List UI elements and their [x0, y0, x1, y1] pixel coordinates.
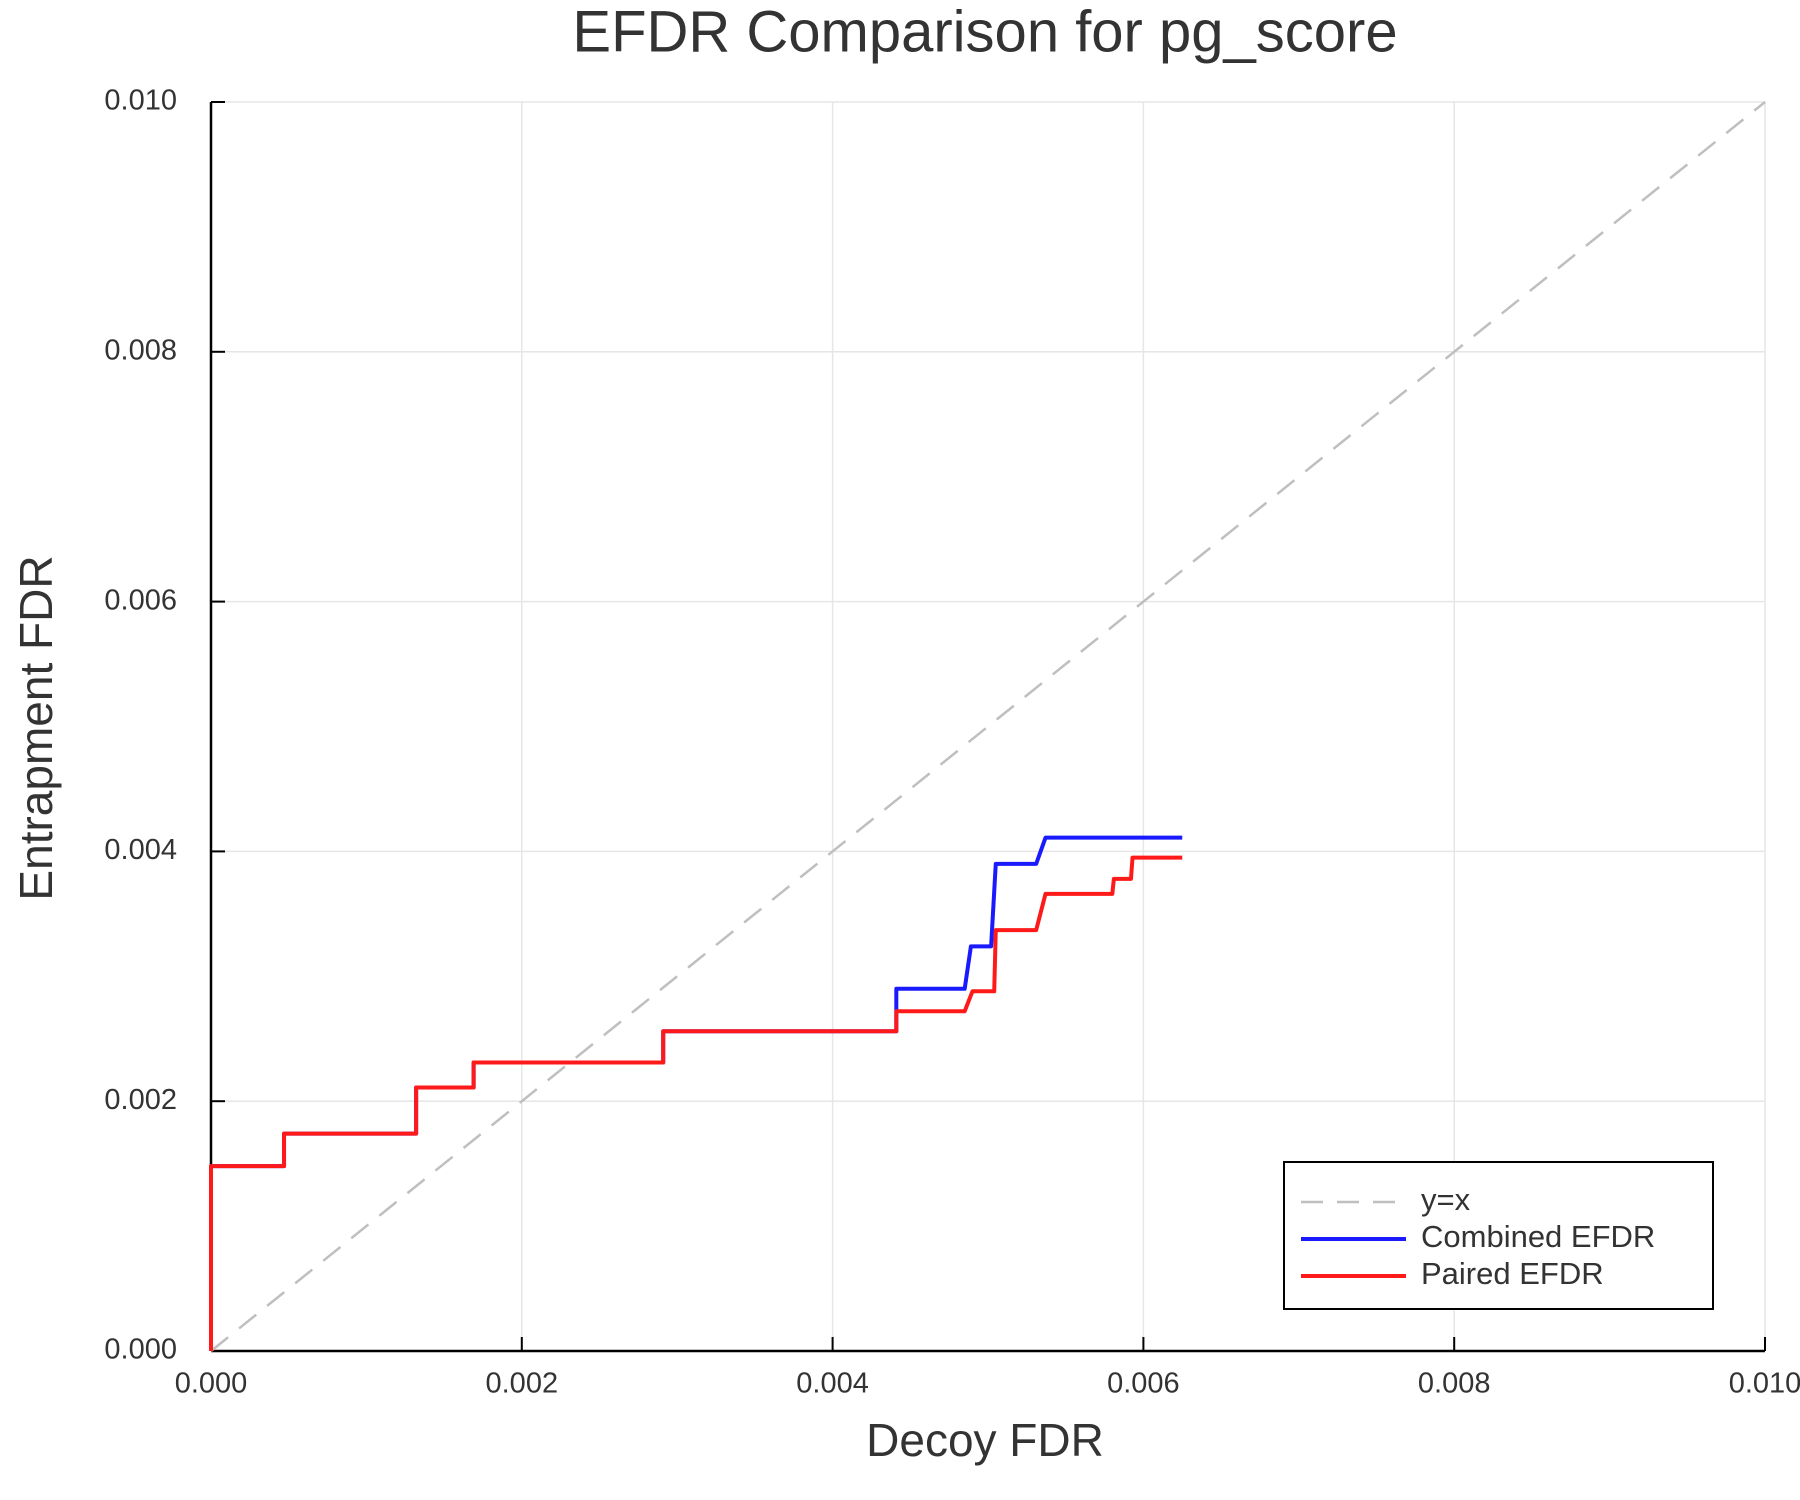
series-line: [209, 835, 1183, 1351]
chart-title: EFDR Comparison for pg_score: [572, 0, 1397, 64]
y-axis-label: Entrapment FDR: [10, 555, 62, 900]
x-tick-label: 0.010: [1729, 1368, 1800, 1400]
y-tick-label: 0.006: [104, 584, 177, 616]
y-tick-label: 0.004: [104, 834, 177, 866]
x-tick-label: 0.004: [796, 1368, 869, 1400]
y-tick-label: 0.008: [104, 334, 177, 366]
legend-box: [1283, 1161, 1714, 1310]
y-tick-label: 0.002: [104, 1084, 177, 1116]
legend-label: Paired EFDR: [1421, 1256, 1604, 1291]
series-line: [210, 101, 1766, 1352]
x-axis-label: Decoy FDR: [866, 1414, 1104, 1466]
legend-label: Combined EFDR: [1421, 1219, 1655, 1254]
y-tick-label: 0.010: [104, 85, 177, 117]
x-tick-label: 0.002: [486, 1368, 559, 1400]
series-line: [209, 855, 1183, 1351]
y-tick-label: 0.000: [104, 1334, 177, 1366]
x-tick-label: 0.008: [1418, 1368, 1491, 1400]
legend-label: y=x: [1421, 1182, 1471, 1217]
x-tick-label: 0.000: [175, 1368, 248, 1400]
x-tick-label: 0.006: [1107, 1368, 1180, 1400]
